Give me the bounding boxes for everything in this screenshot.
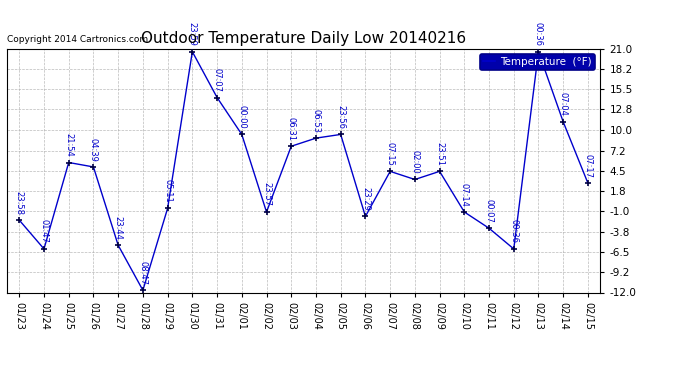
Text: 06:31: 06:31 xyxy=(287,117,296,141)
Text: 23:56: 23:56 xyxy=(336,105,345,129)
Text: 06:53: 06:53 xyxy=(311,109,320,133)
Text: 23:58: 23:58 xyxy=(14,190,23,214)
Text: 07:14: 07:14 xyxy=(460,183,469,206)
Text: 21:54: 21:54 xyxy=(64,133,73,157)
Text: 02:00: 02:00 xyxy=(411,150,420,174)
Text: 07:04: 07:04 xyxy=(559,93,568,116)
Text: 23:57: 23:57 xyxy=(262,182,271,206)
Text: 07:15: 07:15 xyxy=(386,142,395,166)
Text: 05:11: 05:11 xyxy=(163,179,172,203)
Text: 00:36: 00:36 xyxy=(534,22,543,46)
Legend: Temperature  (°F): Temperature (°F) xyxy=(480,54,595,70)
Title: Outdoor Temperature Daily Low 20140216: Outdoor Temperature Daily Low 20140216 xyxy=(141,31,466,46)
Text: 00:36: 00:36 xyxy=(509,219,518,243)
Text: 23:44: 23:44 xyxy=(114,216,123,240)
Text: 07:17: 07:17 xyxy=(584,154,593,178)
Text: 04:39: 04:39 xyxy=(89,138,98,161)
Text: 00:00: 00:00 xyxy=(237,105,246,129)
Text: 08:47: 08:47 xyxy=(139,261,148,285)
Text: 23:29: 23:29 xyxy=(361,187,370,211)
Text: 23:59: 23:59 xyxy=(188,22,197,46)
Text: 01:47: 01:47 xyxy=(39,219,48,243)
Text: Copyright 2014 Cartronics.com: Copyright 2014 Cartronics.com xyxy=(7,35,148,44)
Text: 23:51: 23:51 xyxy=(435,142,444,166)
Text: 07:07: 07:07 xyxy=(213,68,221,92)
Text: 00:07: 00:07 xyxy=(484,199,493,223)
